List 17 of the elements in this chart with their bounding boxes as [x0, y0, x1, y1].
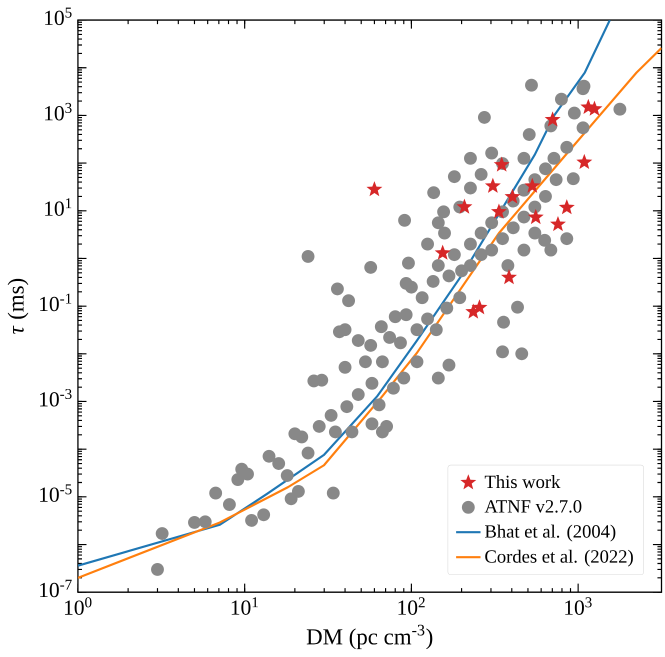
y-tick-label: 10$^{-7}$ — [40, 580, 72, 598]
y-tick-label: 10$^{5}$ — [45, 8, 72, 26]
x-tick-label: 10$^{2}$ — [398, 597, 425, 615]
y-tick-label: 10$^{3}$ — [45, 102, 72, 121]
x-tick-label: 10$^{3}$ — [565, 597, 592, 615]
y-tick-label: 10$^{-3}$ — [40, 389, 72, 407]
legend-label: Cordes et al. (2022) — [485, 550, 633, 567]
y-tick-label: 10$^{1}$ — [45, 198, 72, 216]
y-tick-label: 10$^{-5}$ — [40, 484, 72, 502]
y-tick-label: 10$^{-1}$ — [40, 294, 72, 312]
x-tick-label: 10$^{1}$ — [232, 597, 258, 615]
y-axis-title: τ (ms) — [8, 278, 28, 334]
legend-label: Bhat et al. (2004) — [485, 524, 616, 542]
legend-label: This work — [484, 475, 560, 488]
x-axis-title: DM (pc cm$^{-3}$) — [306, 624, 432, 650]
legend-label: ATNF v2.7.0 — [484, 500, 582, 513]
x-tick-label: 10$^{0}$ — [64, 597, 92, 616]
